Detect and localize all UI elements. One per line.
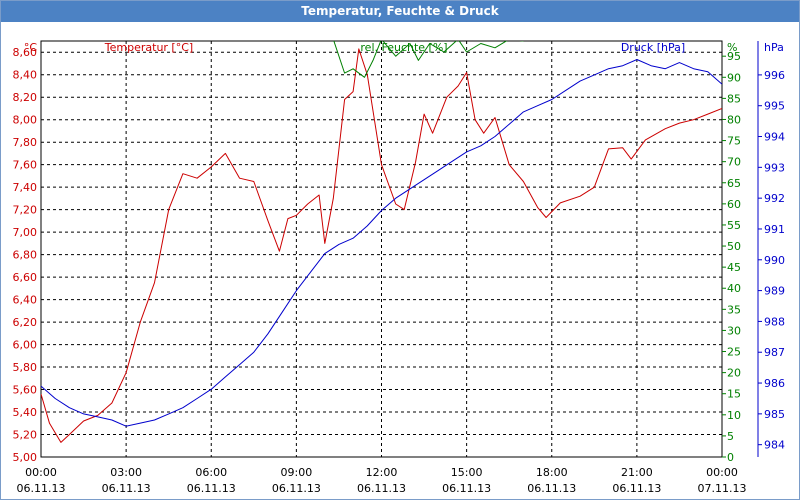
window-title: Temperatur, Feuchte & Druck (1, 1, 799, 22)
pressure-axis-label: Druck [hPa] (621, 41, 685, 54)
humidity-tick-label: 15 (727, 388, 741, 401)
x-tick-date: 06.11.13 (102, 482, 151, 495)
temperature-unit: °C (24, 41, 38, 54)
plot-area (40, 40, 723, 458)
temperature-tick-label: 5,00 (13, 451, 38, 464)
temperature-tick-label: 6,40 (13, 294, 38, 307)
x-tick-date: 06.11.13 (357, 482, 406, 495)
humidity-tick-label: 85 (727, 92, 741, 105)
pressure-tick-label: 989 (764, 285, 785, 298)
humidity-tick-label: 75 (727, 135, 741, 148)
humidity-tick-label: 45 (727, 261, 741, 274)
humidity-tick-label: 95 (727, 50, 741, 63)
humidity-tick-label: 25 (727, 346, 741, 359)
pressure-tick-label: 995 (764, 100, 785, 113)
temperature-tick-label: 5,60 (13, 384, 38, 397)
humidity-unit: % (727, 41, 737, 54)
humidity-tick-label: 70 (727, 156, 741, 169)
temperature-tick-label: 5,80 (13, 361, 38, 374)
temperature-tick-label: 8,00 (13, 114, 38, 127)
pressure-tick-label: 991 (764, 223, 785, 236)
humidity-tick-label: 55 (727, 219, 741, 232)
pressure-tick-label: 987 (764, 346, 785, 359)
temperature-tick-label: 7,40 (13, 181, 38, 194)
temperature-axis-label: Temperatur [°C] (104, 41, 193, 54)
pressure-series-line (41, 59, 722, 427)
x-tick-time: 21:00 (621, 466, 653, 479)
humidity-tick-label: 5 (727, 430, 734, 443)
pressure-tick-label: 988 (764, 315, 785, 328)
x-tick-date: 06.11.13 (612, 482, 661, 495)
humidity-tick-label: 50 (727, 240, 741, 253)
humidity-tick-label: 40 (727, 282, 741, 295)
pressure-tick-label: 993 (764, 161, 785, 174)
temperature-tick-label: 6,20 (13, 316, 38, 329)
temperature-tick-label: 7,20 (13, 204, 38, 217)
x-tick-time: 15:00 (451, 466, 483, 479)
temperature-tick-label: 6,80 (13, 249, 38, 262)
humidity-tick-label: 10 (727, 409, 741, 422)
humidity-tick-label: 90 (727, 71, 741, 84)
temperature-tick-label: 8,40 (13, 69, 38, 82)
pressure-tick-label: 985 (764, 408, 785, 421)
temperature-tick-label: 7,80 (13, 136, 38, 149)
pressure-tick-label: 992 (764, 192, 785, 205)
x-tick-time: 00:00 (706, 466, 738, 479)
humidity-tick-label: 60 (727, 198, 741, 211)
pressure-unit: hPa (764, 41, 784, 54)
humidity-tick-label: 0 (727, 451, 734, 464)
x-tick-date: 06.11.13 (187, 482, 236, 495)
x-tick-date: 06.11.13 (17, 482, 66, 495)
humidity-tick-label: 30 (727, 324, 741, 337)
temperature-tick-label: 6,60 (13, 271, 38, 284)
pressure-tick-label: 986 (764, 377, 785, 390)
axis-layer: 00:00 06.11.13 03:00 06.11.13 06:00 06.11.13 0… (13, 41, 785, 495)
humidity-series-line (333, 41, 524, 78)
humidity-tick-label: 20 (727, 367, 741, 380)
pressure-tick-label: 990 (764, 254, 785, 267)
x-tick-date: 06.11.13 (272, 482, 321, 495)
temperature-tick-label: 6,00 (13, 339, 38, 352)
x-tick-time: 03:00 (110, 466, 142, 479)
x-tick-time: 09:00 (281, 466, 313, 479)
x-tick-time: 18:00 (536, 466, 568, 479)
temperature-tick-label: 8,20 (13, 91, 38, 104)
x-tick-time: 12:00 (366, 466, 398, 479)
x-tick-date: 07.11.13 (698, 482, 747, 495)
humidity-axis-label: rel. Feuchte [%] (360, 41, 447, 54)
temperature-tick-label: 8,60 (13, 46, 38, 59)
temperature-tick-label: 5,40 (13, 406, 38, 419)
x-tick-date: 06.11.13 (442, 482, 491, 495)
pressure-tick-label: 984 (764, 439, 785, 452)
weather-chart: 00:00 06.11.13 03:00 06.11.13 06:00 06.11.13 0… (13, 40, 785, 495)
humidity-tick-label: 35 (727, 303, 741, 316)
pressure-tick-label: 994 (764, 131, 785, 144)
temperature-tick-label: 7,60 (13, 159, 38, 172)
x-tick-time: 00:00 (25, 466, 57, 479)
series-layer (41, 41, 722, 443)
humidity-tick-label: 80 (727, 113, 741, 126)
temperature-series-line (41, 48, 722, 443)
x-tick-date: 06.11.13 (527, 482, 576, 495)
x-tick-time: 06:00 (195, 466, 227, 479)
humidity-tick-label: 65 (727, 177, 741, 190)
pressure-tick-label: 996 (764, 69, 785, 82)
temperature-tick-label: 5,20 (13, 429, 38, 442)
temperature-tick-label: 7,00 (13, 226, 38, 239)
